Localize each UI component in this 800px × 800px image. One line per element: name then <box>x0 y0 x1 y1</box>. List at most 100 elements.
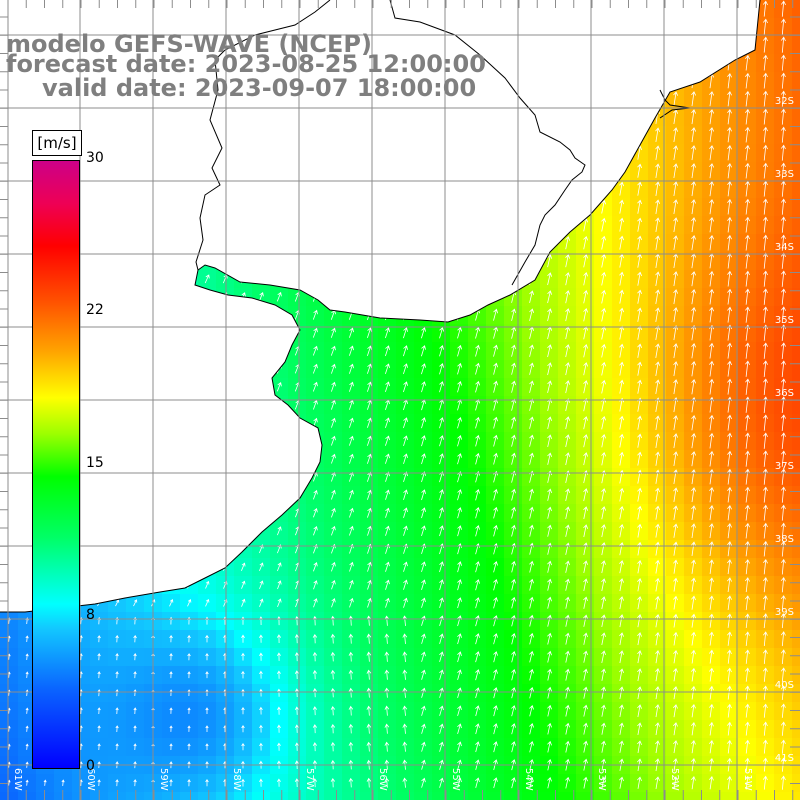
wind-arrow <box>619 686 624 699</box>
wind-arrow <box>637 199 643 214</box>
wind-arrow <box>529 398 535 411</box>
speed-cell <box>234 792 253 800</box>
wind-arrow <box>439 579 444 591</box>
wind-arrow <box>726 577 732 593</box>
wind-arrow <box>348 633 354 644</box>
wind-arrow <box>637 307 643 322</box>
wind-arrow <box>727 414 733 431</box>
wind-arrow <box>511 380 517 393</box>
wind-arrow <box>367 363 372 374</box>
wind-arrow <box>403 507 408 519</box>
wind-arrow <box>205 671 209 679</box>
wind-arrow <box>97 743 101 751</box>
wind-arrow <box>403 417 408 429</box>
wind-arrow <box>762 414 768 431</box>
wind-arrow <box>475 597 480 609</box>
speed-cell <box>306 792 325 800</box>
wind-arrow <box>655 740 660 754</box>
colorbar-units: [m/s] <box>32 130 82 156</box>
wind-arrow <box>547 740 552 753</box>
wind-arrow <box>547 524 552 537</box>
longitude-label: 55W <box>450 768 461 791</box>
wind-arrow <box>780 162 786 179</box>
wind-arrow <box>241 634 245 643</box>
wind-arrow <box>421 723 426 734</box>
wind-arrow <box>762 216 768 233</box>
wind-arrow <box>457 597 462 609</box>
wind-arrow <box>690 685 696 700</box>
wind-arrow <box>637 451 643 466</box>
wind-arrow <box>727 108 732 125</box>
wind-arrow <box>493 777 498 789</box>
wind-arrow <box>709 216 715 233</box>
speed-cell <box>360 792 379 800</box>
wind-arrow <box>403 597 408 608</box>
wind-arrow <box>655 487 661 502</box>
wind-arrow <box>421 579 426 591</box>
wind-arrow <box>691 378 697 395</box>
wind-arrow <box>673 271 679 287</box>
wind-arrow <box>709 234 715 251</box>
wind-arrow <box>511 668 516 681</box>
wind-arrow <box>529 362 535 375</box>
wind-arrow <box>726 613 732 628</box>
wind-arrow <box>547 686 552 699</box>
wind-arrow <box>331 453 336 464</box>
wind-arrow <box>673 127 679 143</box>
wind-arrow <box>619 505 625 520</box>
wind-arrow <box>258 634 263 643</box>
wind-arrow <box>367 597 372 608</box>
wind-arrow <box>205 707 209 714</box>
wind-arrow <box>348 651 354 662</box>
latitude-label: 35S <box>775 315 794 326</box>
wind-arrow <box>511 687 516 699</box>
wind-arrow <box>259 706 263 715</box>
wind-arrow <box>421 507 426 519</box>
wind-arrow <box>780 540 786 557</box>
wind-arrow <box>744 775 750 790</box>
wind-arrow <box>583 650 588 663</box>
wind-arrow <box>745 414 750 431</box>
wind-arrow <box>637 433 643 448</box>
wind-arrow <box>708 721 714 736</box>
wind-arrow <box>780 649 786 665</box>
wind-arrow <box>330 345 336 356</box>
wind-arrow <box>708 649 714 664</box>
wind-arrow <box>493 578 498 591</box>
wind-arrow <box>655 577 660 592</box>
speed-cell <box>792 396 800 415</box>
wind-arrow <box>727 270 733 287</box>
wind-arrow <box>565 416 571 430</box>
wind-arrow <box>655 541 661 556</box>
wind-arrow <box>744 721 750 736</box>
wind-arrow <box>780 685 786 700</box>
wind-arrow <box>565 434 571 448</box>
wind-arrow <box>330 633 336 644</box>
wind-arrow <box>744 649 750 664</box>
longitude-label: 53W <box>596 768 607 791</box>
wind-arrow <box>619 307 625 322</box>
wind-arrow <box>762 577 768 593</box>
wind-arrow <box>204 274 210 284</box>
wind-arrow <box>403 525 408 536</box>
wind-arrow <box>727 288 733 305</box>
wind-arrow <box>385 507 390 518</box>
wind-arrow <box>331 580 336 590</box>
wind-arrow <box>637 577 642 592</box>
wind-arrow <box>780 126 786 143</box>
wind-arrow <box>349 579 354 590</box>
wind-arrow <box>762 252 768 269</box>
wind-arrow <box>673 343 679 359</box>
longitude-label: 54W <box>523 768 534 791</box>
wind-arrow <box>511 344 517 357</box>
wind-arrow <box>313 489 318 500</box>
wind-arrow <box>529 668 534 681</box>
wind-arrow <box>762 90 768 107</box>
wind-arrow <box>205 725 209 732</box>
wind-arrow <box>439 435 444 447</box>
wind-arrow <box>762 36 768 53</box>
wind-arrow <box>169 653 173 661</box>
speed-cell <box>792 216 800 235</box>
wind-arrow <box>709 127 715 143</box>
wind-arrow <box>403 579 408 590</box>
